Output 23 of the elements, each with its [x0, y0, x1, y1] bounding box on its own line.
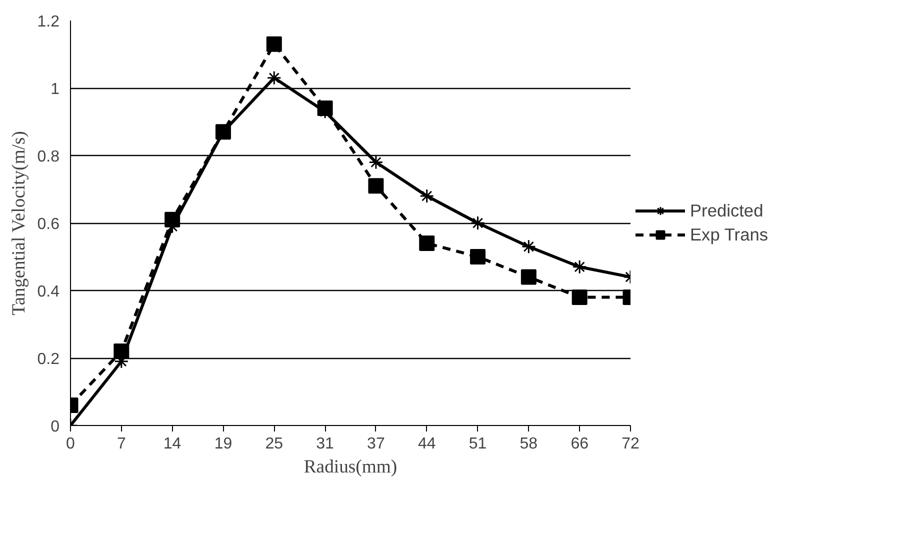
y-tick-label: 0 — [50, 418, 60, 436]
x-tick-label: 25 — [265, 436, 284, 452]
x-tick-label: 44 — [418, 436, 436, 452]
y-tick-label: 0.4 — [37, 284, 60, 300]
x-tick-label: 51 — [468, 436, 487, 452]
x-tick-label: 14 — [163, 436, 182, 452]
x-tick-label: 0 — [66, 436, 76, 452]
x-tick-label: 58 — [520, 436, 538, 452]
y-tick-label: 0.2 — [37, 351, 60, 368]
y-axis-title: Tangential Velocity(m/s) — [8, 130, 30, 316]
y-tick-label: 0.6 — [37, 216, 60, 233]
legend-label: Predicted — [690, 200, 764, 221]
y-tick-label: 1 — [50, 81, 60, 98]
x-axis-title: Radius(mm) — [304, 456, 398, 478]
x-tick-label: 37 — [367, 436, 385, 452]
x-tick-label: 19 — [214, 436, 232, 452]
x-tick-label: 72 — [622, 436, 640, 452]
x-tick-label: 7 — [116, 436, 126, 452]
y-tick-label: 0.8 — [37, 148, 60, 166]
x-tick-label: 31 — [316, 436, 334, 452]
x-tick-label: 66 — [570, 436, 589, 452]
y-tick-label: 1.2 — [37, 14, 60, 30]
legend-label: Exp Trans — [690, 224, 768, 245]
